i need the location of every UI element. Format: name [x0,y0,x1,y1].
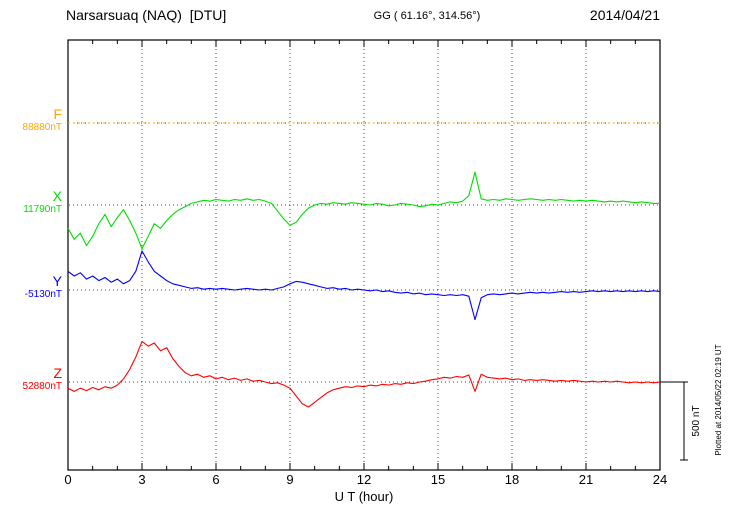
plotted-at-note: Plotted at 2014/05/22 02:19 UT [714,344,723,456]
x-tick-12: 12 [356,472,372,487]
plot-date: 2014/04/21 [589,7,660,23]
x-axis-tick-labels: 0 3 6 9 12 15 18 21 24 [0,472,730,488]
x-tick-18: 18 [504,472,520,487]
x-tick-21: 21 [578,472,594,487]
trace-label-y: Y -5130nT [0,273,64,301]
trace-label-x: X 11790nT [0,188,64,216]
trace-name-x: X [52,188,62,204]
trace-name-y: Y [52,273,62,289]
x-tick-24: 24 [652,472,668,487]
x-tick-9: 9 [286,472,294,487]
station-title: Narsarsuaq (NAQ) [DTU] [66,7,227,23]
trace-baseline-f: 88880nT [22,122,62,133]
trace-label-z: Z 52880nT [0,365,64,393]
scale-bar-label: 500 nT [691,405,702,437]
x-tick-3: 3 [138,472,146,487]
x-tick-15: 15 [430,472,446,487]
trace-baseline-z: 52880nT [22,381,62,392]
trace-label-f: F 88880nT [0,106,64,134]
x-tick-0: 0 [64,472,72,487]
trace-name-f: F [53,106,62,122]
trace-name-z: Z [53,365,62,381]
station-coordinates: GG ( 61.16°, 314.56°) [373,10,481,22]
x-axis-label: U T (hour) [334,489,394,504]
x-tick-6: 6 [212,472,220,487]
trace-baseline-y: -5130nT [24,289,62,300]
trace-baseline-x: 11790nT [23,204,62,215]
